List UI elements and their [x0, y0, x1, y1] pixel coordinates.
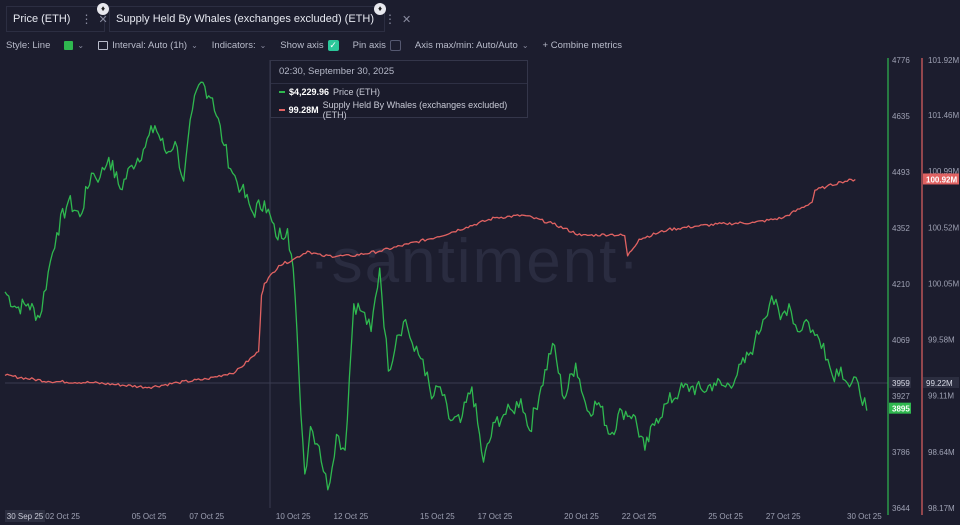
indicators-label: Indicators: [211, 39, 256, 51]
supply-axis-tick-3: 99.58M [928, 336, 955, 345]
x-axis-crosshair-marker [5, 510, 45, 522]
tooltip-divider [271, 83, 527, 84]
price-axis-tick-6: 4493 [892, 168, 910, 177]
checkbox-empty-icon[interactable] [389, 39, 401, 51]
x-axis-tick-0: 30 Sep 25 [7, 512, 44, 521]
price-last-marker [889, 402, 911, 414]
tooltip-supply-value: 99.28M [288, 105, 319, 115]
combine-metrics-label: + Combine metrics [542, 39, 623, 51]
price-axis-tick-0: 3644 [892, 504, 910, 513]
style-label: Style: Line [6, 39, 51, 51]
tooltip-supply-dash [279, 109, 285, 111]
price-axis-tick-5: 4352 [892, 224, 910, 233]
axes-layer: 3644 3786 3927 4069 4210 4352 4493 4635 4776 98.1… [5, 56, 959, 522]
price-axis-tick-2: 3927 [892, 392, 910, 401]
tooltip-row-supply: 99.28M Supply Held By Whales (exchanges … [271, 97, 527, 120]
eth-icon: ♦ [374, 3, 386, 15]
more-icon[interactable]: ⋮ [80, 12, 93, 26]
supply-axis-tick-1: 98.64M [928, 448, 955, 457]
combine-metrics-button[interactable]: + Combine metrics [543, 40, 622, 51]
indicators-selector[interactable]: Indicators: ⌄ [212, 40, 267, 51]
style-selector[interactable]: Style: Line [6, 40, 50, 51]
tooltip-price-dash [279, 91, 285, 93]
supply-axis-tick-0: 98.17M [928, 504, 955, 513]
x-axis-tick-6: 15 Oct 25 [420, 512, 455, 521]
x-axis-tick-4: 10 Oct 25 [276, 512, 311, 521]
x-axis-tick-11: 27 Oct 25 [766, 512, 801, 521]
tooltip: 02:30, September 30, 2025 $4,229.96 Pric… [270, 60, 528, 120]
checkbox-checked-icon[interactable]: ✓ [327, 39, 339, 51]
series-layer [4, 81, 868, 491]
toolbar: Style: Line ⌄ Interval: Auto (1h) ⌄ Indi… [6, 37, 630, 53]
color-selector[interactable]: ⌄ [64, 40, 85, 50]
close-icon[interactable]: ✕ [98, 13, 108, 26]
price-axis-tick-4: 4210 [892, 280, 910, 289]
series-line-price [4, 81, 868, 491]
supply-last-marker-label: 100.92M [926, 175, 957, 184]
interval-selector[interactable]: Interval: Auto (1h) ⌄ [98, 40, 198, 51]
x-axis-tick-7: 17 Oct 25 [478, 512, 513, 521]
tab-price-label: Price (ETH) [13, 13, 71, 25]
watermark: ·santiment· [309, 227, 641, 296]
calendar-icon [98, 40, 109, 50]
price-axis-tick-1: 3786 [892, 448, 910, 457]
supply-axis-tick-8: 101.92M [928, 56, 959, 65]
price-crosshair-marker-label: 3959 [892, 379, 910, 388]
x-axis-tick-10: 25 Oct 25 [708, 512, 743, 521]
interval-label: Interval: Auto (1h) [112, 39, 188, 51]
show-axis-label: Show axis [280, 39, 324, 51]
x-axis-tick-5: 12 Oct 25 [334, 512, 369, 521]
supply-last-marker [923, 173, 959, 185]
tab-supply-whales[interactable]: Supply Held By Whales (exchanges exclude… [109, 3, 411, 32]
supply-crosshair-marker-label: 99.22M [926, 379, 953, 388]
supply-crosshair-marker [923, 377, 959, 388]
x-axis-tick-3: 07 Oct 25 [189, 512, 224, 521]
color-swatch [64, 40, 74, 50]
supply-axis-tick-2: 99.11M [928, 392, 954, 401]
tooltip-supply-label: Supply Held By Whales (exchanges exclude… [322, 100, 508, 120]
pin-axis-toggle[interactable]: Pin axis [352, 39, 401, 51]
price-axis-tick-3: 4069 [892, 336, 910, 345]
x-axis-tick-1: 02 Oct 25 [45, 512, 80, 521]
x-axis-tick-12: 30 Oct 25 [847, 512, 882, 521]
tab-supply-label: Supply Held By Whales (exchanges exclude… [116, 13, 375, 25]
chevron-down-icon: ⌄ [521, 40, 529, 50]
supply-axis-tick-5: 100.52M [928, 223, 959, 232]
axis-maxmin-label: Axis max/min: Auto/Auto [414, 39, 518, 51]
price-axis-tick-7: 4635 [892, 112, 910, 121]
chevron-down-icon: ⌄ [259, 40, 267, 50]
close-icon[interactable]: ✕ [402, 13, 412, 26]
x-axis-tick-2: 05 Oct 25 [132, 512, 167, 521]
tooltip-price-value: $4,229.96 [289, 87, 330, 97]
supply-axis-tick-6: 100.99M [928, 167, 959, 176]
price-axis-tick-8: 4776 [892, 56, 910, 65]
more-icon[interactable]: ⋮ [384, 12, 397, 26]
crosshair [5, 60, 888, 508]
tooltip-date: 02:30, September 30, 2025 [279, 66, 395, 77]
axis-maxmin-selector[interactable]: Axis max/min: Auto/Auto ⌄ [415, 40, 529, 51]
chevron-down-icon: ⌄ [191, 40, 198, 50]
price-last-marker-label: 3895 [892, 405, 910, 414]
chevron-down-icon: ⌄ [77, 40, 85, 50]
series-line-supply-whales [4, 178, 856, 390]
x-axis-tick-9: 22 Oct 25 [622, 512, 657, 521]
tab-price[interactable]: Price (ETH) ⋮ ✕ ♦ [6, 3, 109, 32]
tooltip-price-label: Price (ETH) [333, 87, 381, 97]
pin-axis-label: Pin axis [352, 39, 386, 51]
tooltip-row-price: $4,229.96 Price (ETH) [271, 84, 527, 97]
supply-axis-tick-4: 100.05M [928, 279, 959, 288]
eth-icon: ♦ [97, 3, 109, 15]
show-axis-toggle[interactable]: Show axis ✓ [280, 39, 339, 51]
price-crosshair-marker [889, 377, 911, 388]
supply-axis-tick-7: 101.46M [928, 111, 959, 120]
x-axis-tick-8: 20 Oct 25 [564, 512, 599, 521]
